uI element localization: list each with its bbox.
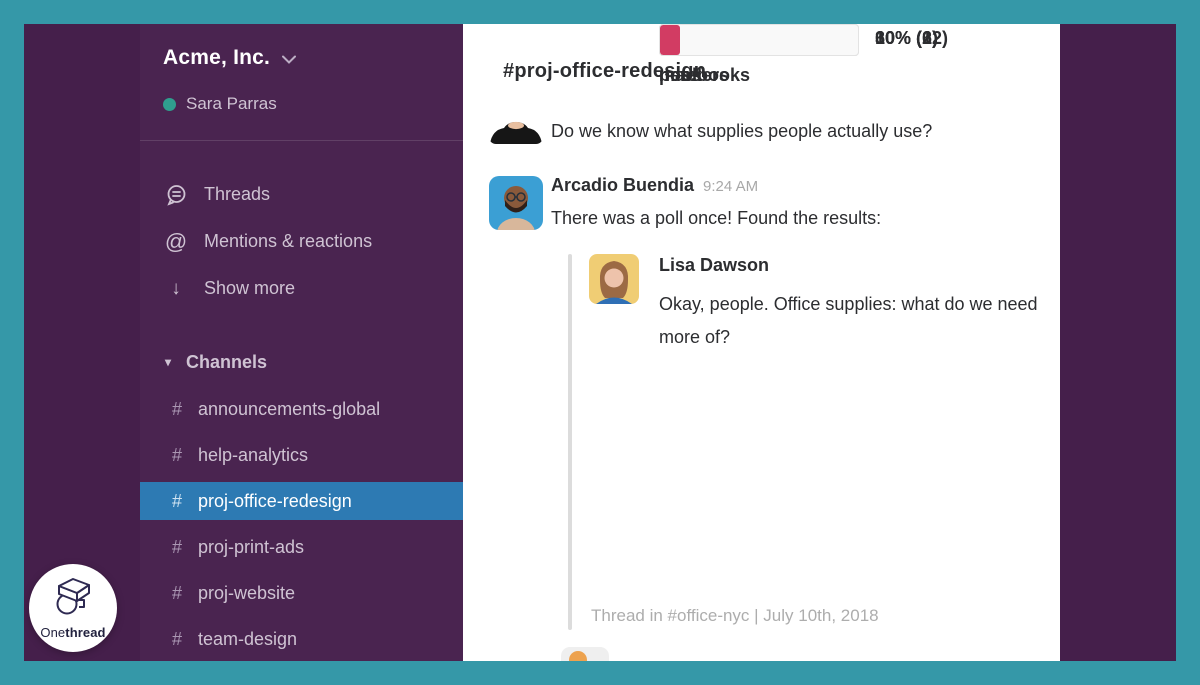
channel-label: proj-website: [198, 582, 296, 603]
chevron-expanded-icon: ▾: [165, 355, 172, 369]
hash-icon: #: [172, 490, 183, 511]
sidebar-divider: [140, 140, 463, 141]
hash-icon: #: [172, 444, 183, 465]
poll-bar-track: [659, 24, 859, 56]
avatar-lisa-dawson[interactable]: [589, 254, 639, 304]
avatar-arcadio-buendia[interactable]: [489, 176, 543, 230]
quote-bar: [568, 254, 572, 630]
sidebar-nav: Threads @ Mentions & reactions ↓ Show mo…: [140, 171, 463, 312]
channel-label: proj-office-redesign: [198, 490, 352, 511]
sidebar-channel-proj-office-redesign[interactable]: # proj-office-redesign: [140, 482, 463, 520]
channel-label: help-analytics: [198, 444, 309, 465]
hash-icon: #: [172, 536, 183, 557]
message-pane: #proj-office-redesign Do we know what su…: [463, 24, 1060, 661]
onethread-logo: Onethread: [29, 564, 117, 652]
poll-option-label: pens: [659, 65, 702, 85]
workspace-switcher[interactable]: Acme, Inc.: [163, 46, 297, 70]
quoted-message-text: Okay, people. Office supplies: what do w…: [659, 294, 1038, 347]
channel-list: # announcements-global # help-analytics …: [140, 390, 463, 661]
sidebar-channel-proj-print-ads[interactable]: # proj-print-ads: [140, 528, 463, 566]
poll-percent-label: 30% (6): [875, 28, 939, 48]
thread-source-link[interactable]: Thread in #office-nyc | July 10th, 2018: [591, 606, 879, 625]
sidebar-item-threads[interactable]: Threads: [140, 171, 463, 218]
sidebar-channel-announcements-global[interactable]: # announcements-global: [140, 390, 463, 428]
chevron-down-icon: [282, 51, 297, 69]
channels-section-header[interactable]: ▾ Channels: [140, 339, 463, 385]
poll-option-label: markers: [659, 65, 730, 85]
sidebar-item-mentions[interactable]: @ Mentions & reactions: [140, 218, 463, 265]
channel-label: proj-print-ads: [198, 536, 305, 557]
current-user[interactable]: Sara Parras: [163, 94, 277, 114]
previous-message-text: Do we know what supplies people actually…: [551, 121, 933, 141]
message-text: There was a poll once! Found the results…: [551, 208, 882, 228]
message-author[interactable]: Arcadio Buendia: [551, 175, 695, 195]
poll-bar-fill: [660, 25, 680, 55]
hash-icon: #: [172, 398, 183, 419]
message-header: Arcadio Buendia 9:24 AM: [551, 175, 758, 196]
workspace-name: Acme, Inc.: [163, 46, 271, 69]
onethread-logo-text: Onethread: [40, 625, 106, 640]
threads-icon: [162, 183, 190, 207]
channel-title[interactable]: #proj-office-redesign: [503, 60, 707, 82]
channel-label: announcements-global: [198, 398, 381, 419]
next-message-avatar-partial: [561, 647, 609, 661]
mention-icon: @: [164, 228, 188, 254]
hash-icon: #: [172, 628, 183, 649]
sidebar-channel-proj-website[interactable]: # proj-website: [140, 574, 463, 612]
sidebar-channel-team-design[interactable]: # team-design: [140, 620, 463, 658]
presence-dot-icon: [163, 97, 176, 111]
onethread-logo-icon: [51, 574, 95, 625]
poll-percent-label: 10% (2): [875, 28, 939, 48]
sidebar-channel-help-analytics[interactable]: # help-analytics: [140, 436, 463, 474]
sidebar-item-label: Mentions & reactions: [204, 231, 373, 251]
sidebar-item-label: Show more: [204, 278, 296, 298]
poll-percent-label: 60% (12): [875, 28, 949, 48]
hash-icon: #: [172, 582, 183, 603]
poll-option-markers: 10% (2) markers: [659, 24, 1060, 102]
channels-header-label: Channels: [186, 351, 268, 372]
sidebar-item-label: Threads: [204, 184, 271, 204]
channel-label: team-design: [198, 628, 298, 649]
quoted-author[interactable]: Lisa Dawson: [659, 255, 770, 275]
message-timestamp[interactable]: 9:24 AM: [703, 178, 759, 195]
sidebar: Acme, Inc. Sara Parras Threads @ Mention…: [140, 24, 463, 661]
arrow-down-icon: ↓: [171, 278, 181, 299]
previous-message-avatar[interactable]: [489, 120, 543, 144]
poll-option-label: notebooks: [659, 65, 751, 85]
user-name: Sara Parras: [186, 94, 277, 113]
avatar-blob: [569, 651, 587, 661]
sidebar-item-show-more[interactable]: ↓ Show more: [140, 265, 463, 312]
